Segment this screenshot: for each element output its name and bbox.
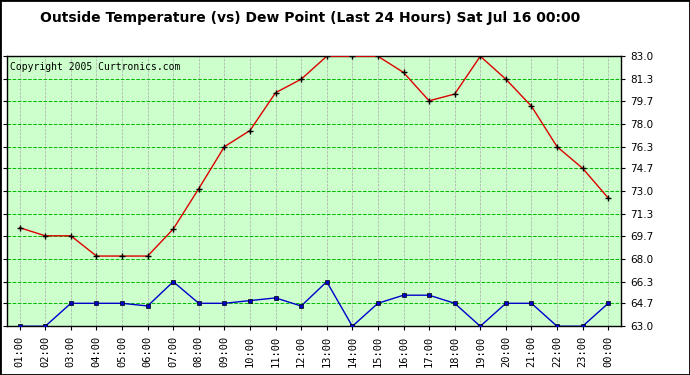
Text: Outside Temperature (vs) Dew Point (Last 24 Hours) Sat Jul 16 00:00: Outside Temperature (vs) Dew Point (Last… [41,11,580,25]
Text: Copyright 2005 Curtronics.com: Copyright 2005 Curtronics.com [10,62,180,72]
